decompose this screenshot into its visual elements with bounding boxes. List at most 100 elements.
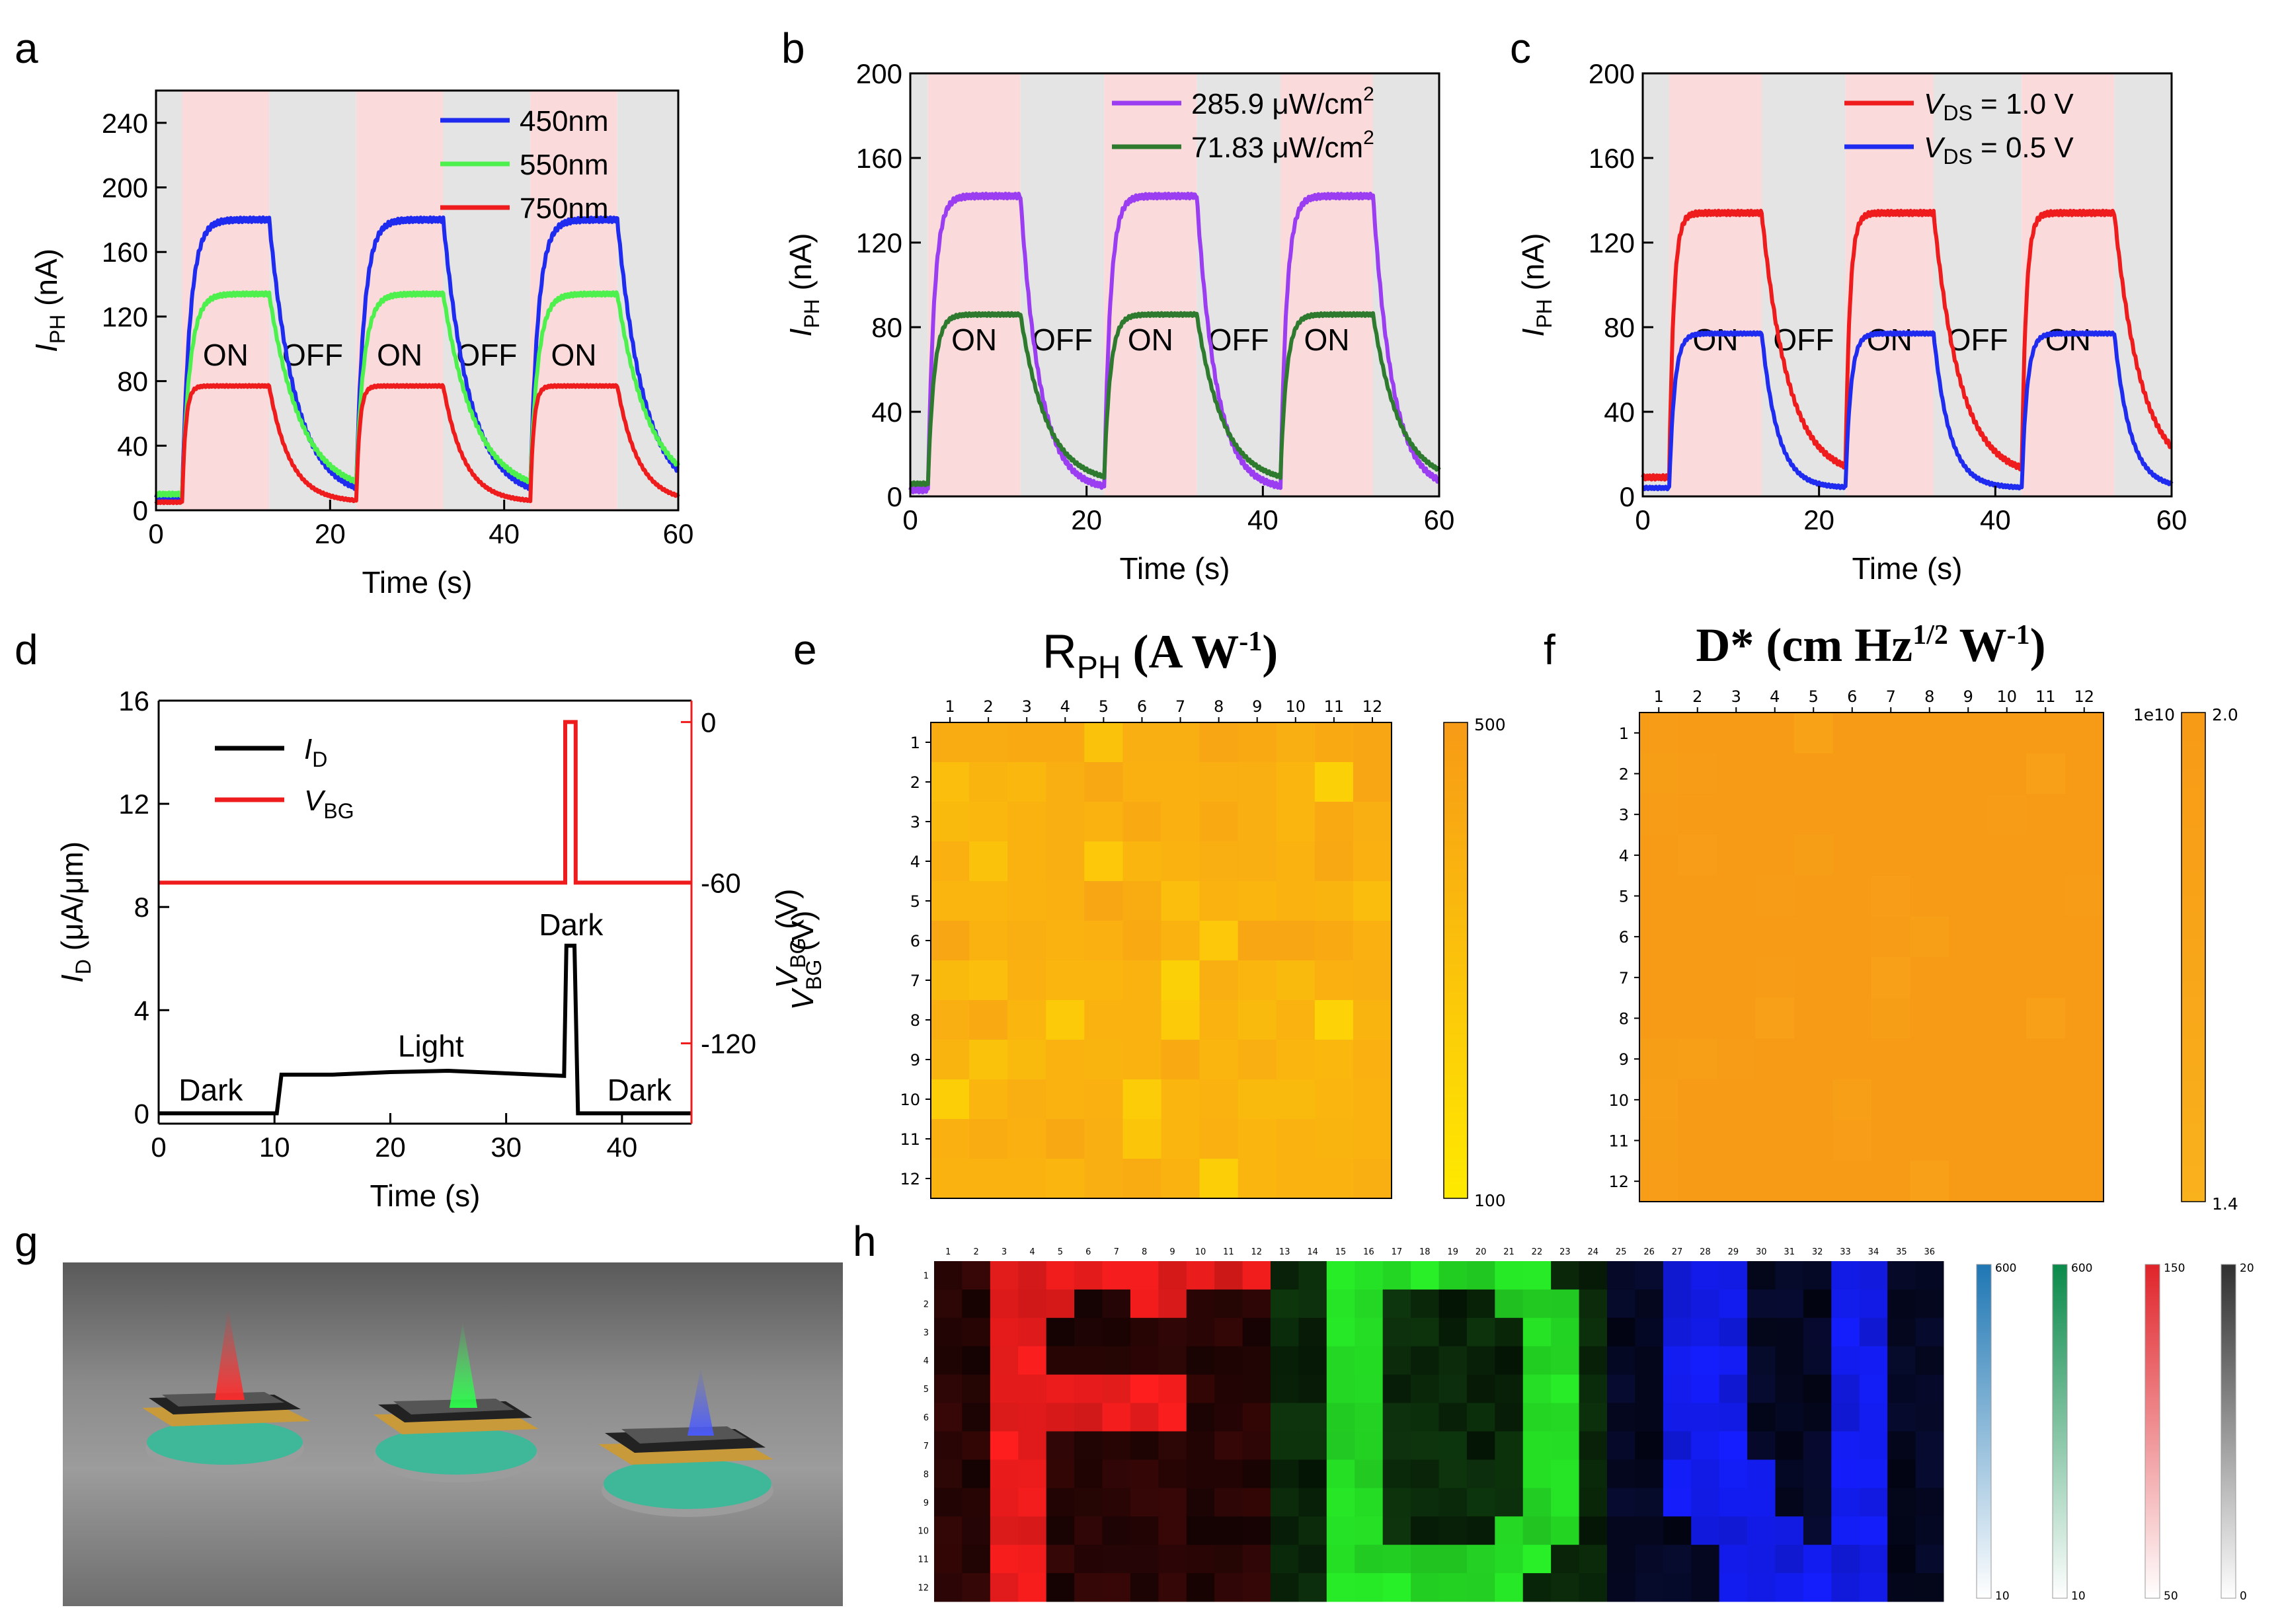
background-pixel: [1887, 1403, 1916, 1432]
background-pixel: [1495, 1317, 1524, 1347]
legend-sup: 2: [1363, 127, 1374, 149]
col-label: 4: [1029, 1247, 1035, 1257]
heatmap-cell: [1122, 921, 1161, 961]
letter-pixel: [1691, 1403, 1720, 1432]
col-label: 24: [1588, 1247, 1599, 1257]
background-pixel: [1438, 1317, 1468, 1347]
letter-pixel: [1691, 1516, 1720, 1545]
background-pixel: [962, 1459, 991, 1489]
background-pixel: [1271, 1459, 1299, 1489]
background-pixel: [1411, 1403, 1439, 1432]
panel-label-h: h: [853, 1218, 877, 1265]
col-label: 28: [1700, 1247, 1711, 1257]
segment-label-on: ON: [2045, 323, 2091, 357]
heatmap-cell: [1276, 1000, 1316, 1040]
heatmap-cell: [1794, 875, 1833, 917]
y-axis-label-unit: (nA): [1516, 233, 1550, 299]
colorbar-max-label: 150: [2164, 1262, 2185, 1275]
heatmap-cell: [1199, 1040, 1239, 1080]
letter-pixel: [1663, 1374, 1692, 1404]
heatmap-cell: [1199, 921, 1239, 961]
letter-pixel: [1663, 1317, 1692, 1347]
heatmap-cell: [1871, 916, 1910, 958]
background-pixel: [1887, 1289, 1916, 1319]
heatmap-cell: [1871, 1120, 1910, 1161]
heatmap-cell: [1678, 1161, 1717, 1202]
background-pixel: [1579, 1374, 1608, 1404]
background-pixel: [1915, 1488, 1944, 1517]
heatmap-cell: [2065, 1079, 2104, 1121]
segment-label-off: OFF: [1208, 323, 1269, 357]
y2-axis-label: VBG (V): [769, 888, 810, 988]
background-pixel: [1271, 1374, 1299, 1404]
heatmap-cell: [1046, 802, 1085, 842]
heatmap-cell: [1046, 1119, 1085, 1159]
band-off: [1373, 73, 1439, 496]
legend-entry: 450nm: [520, 105, 609, 137]
letter-pixel: [990, 1488, 1019, 1517]
heatmap-cell: [1122, 960, 1161, 1001]
background-pixel: [1102, 1459, 1131, 1489]
panel-label-c: c: [1510, 24, 1531, 72]
row-label: 8: [1619, 1010, 1629, 1028]
heatmap-cell: [1238, 881, 1277, 921]
background-pixel: [1271, 1431, 1299, 1460]
background-pixel: [934, 1516, 963, 1545]
heatmap-cell: [1314, 1159, 1354, 1199]
col-label: 7: [1886, 687, 1896, 706]
heatmap-cell: [1353, 1040, 1392, 1080]
letter-pixel: [1719, 1431, 1748, 1460]
heatmap-cell: [1276, 881, 1316, 921]
background-pixel: [934, 1545, 963, 1574]
heatmap-cell: [1084, 1119, 1123, 1159]
background-pixel: [1775, 1403, 1804, 1432]
background-pixel: [1775, 1261, 1804, 1290]
background-pixel: [1298, 1261, 1327, 1290]
heatmap-cell: [1949, 875, 1988, 917]
background-pixel: [1382, 1488, 1411, 1517]
letter-pixel: [1691, 1459, 1720, 1489]
letter-pixel: [1018, 1374, 1047, 1404]
heatmap-cell: [2026, 753, 2065, 794]
row-label: 4: [1619, 847, 1629, 865]
heatmap-cell: [1987, 875, 2027, 917]
letter-pixel: [1382, 1573, 1411, 1602]
letter-pixel: [1018, 1403, 1047, 1432]
plot-frame: [909, 72, 1440, 498]
row-label: 10: [918, 1527, 929, 1537]
heatmap-cell: [1639, 713, 1678, 754]
heatmap-cell: [1639, 794, 1678, 835]
heatmap-cell: [1314, 802, 1354, 842]
heatmap-cell: [2065, 1161, 2104, 1202]
col-label: 1: [945, 697, 955, 716]
heatmap-cell: [1314, 960, 1354, 1001]
letter-pixel: [1158, 1403, 1187, 1432]
background-pixel: [1074, 1459, 1103, 1489]
annotation: Dark: [539, 908, 604, 942]
plot-frame: [155, 89, 680, 512]
heatmap-cell: [1238, 1000, 1277, 1040]
letter-pixel: [1663, 1346, 1692, 1375]
legend-suffix: = 0.5 V: [1973, 132, 2074, 164]
background-pixel: [1691, 1545, 1720, 1574]
letter-pixel: [1522, 1289, 1552, 1319]
y-axis-label-unit: (nA): [29, 249, 63, 315]
x-tick-label: 20: [315, 518, 346, 549]
heatmap-cell: [1755, 997, 1795, 1039]
heatmap-cell: [931, 762, 970, 802]
legend-entry: ID: [304, 733, 327, 771]
x-tick-label: 60: [663, 518, 694, 549]
letter-pixel: [1831, 1573, 1860, 1602]
background-pixel: [1382, 1317, 1411, 1347]
heatmap-cell: [1199, 881, 1239, 921]
heatmap-cell: [2026, 916, 2065, 958]
heatmap-cell: [1276, 1079, 1316, 1120]
col-label: 2: [973, 1247, 978, 1257]
background-pixel: [934, 1261, 963, 1290]
band-off: [156, 91, 182, 510]
heatmap-cell: [1832, 1079, 1872, 1121]
letter-pixel: [1158, 1289, 1187, 1319]
col-label: 17: [1392, 1247, 1403, 1257]
row-label: 11: [1608, 1132, 1629, 1151]
heatmap-cell: [931, 1000, 970, 1040]
